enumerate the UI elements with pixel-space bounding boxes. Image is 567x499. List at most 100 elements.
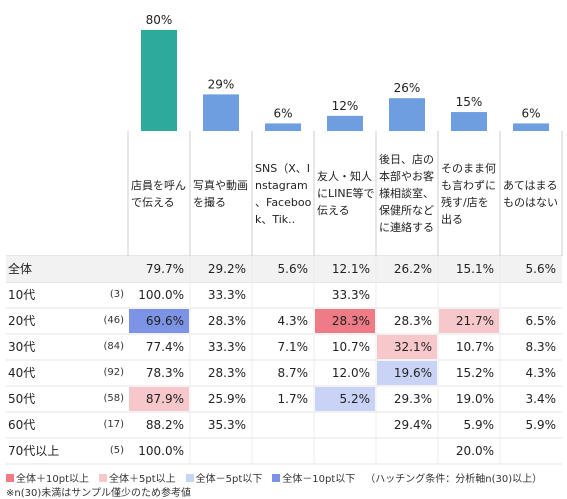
total-value-6: 5.6% — [525, 262, 557, 276]
cell-value-4-6: 3.4% — [525, 392, 557, 406]
cell-value-5-1: 35.3% — [207, 418, 246, 432]
cell-value-4-2: 1.7% — [277, 392, 309, 406]
highlight-cell — [315, 309, 375, 333]
cell-value-3-1: 28.3% — [207, 366, 246, 380]
highlight-cell — [439, 309, 499, 333]
row-label-5: 60代 — [8, 418, 36, 432]
legend-item-minus10: 全体－10pt以下 — [272, 474, 355, 485]
category-header-1: 写真や動画 を撮る — [190, 173, 252, 215]
bar-value-label-0: 80% — [146, 13, 173, 27]
highlight-cell — [315, 387, 375, 411]
total-value-2: 5.6% — [277, 262, 309, 276]
cell-value-3-0: 78.3% — [145, 366, 184, 380]
row-n-3: (92) — [103, 367, 124, 378]
category-header-line: nstagram — [255, 178, 308, 192]
category-header-line: 写真や動画 — [193, 178, 248, 192]
category-header-line: 店員を呼ん — [131, 178, 186, 192]
cell-value-6-0: 100.0% — [138, 444, 184, 458]
bar-value-label-6: 6% — [521, 106, 540, 120]
row-label-1: 20代 — [8, 314, 36, 328]
total-value-4: 26.2% — [393, 262, 432, 276]
row-n-1: (46) — [103, 315, 124, 326]
total-value-3: 12.1% — [331, 262, 370, 276]
sample-note: ※n(30)未満はサンプル僅少のため参考値 — [6, 488, 191, 499]
category-header-line: あてはまる — [503, 178, 558, 192]
cell-value-4-5: 19.0% — [455, 392, 494, 406]
cell-value-2-2: 7.1% — [277, 340, 309, 354]
cell-value-5-0: 88.2% — [145, 418, 184, 432]
total-value-5: 15.1% — [455, 262, 494, 276]
cell-value-3-6: 4.3% — [525, 366, 557, 380]
cell-value-2-5: 10.7% — [455, 340, 494, 354]
cell-value-1-2: 4.3% — [277, 314, 309, 328]
cell-value-5-2 — [252, 412, 314, 438]
legend-item-plus10: 全体＋10pt以上 — [6, 474, 89, 485]
cell-value-5-4: 29.4% — [393, 418, 432, 432]
cell-value-3-3: 12.0% — [331, 366, 370, 380]
highlight-cell — [129, 309, 189, 333]
row-n-0: (3) — [109, 289, 124, 300]
category-header-5: そのまま何も言わずに残す/店を出る — [438, 156, 500, 232]
cell-value-6-4 — [376, 438, 438, 464]
bar-value-label-4: 26% — [394, 81, 421, 95]
legend-label: 全体－5pt以下 — [195, 474, 263, 485]
category-header-line: 様相談室、 — [379, 187, 434, 200]
cell-value-2-0: 77.4% — [145, 340, 184, 354]
legend-swatch — [272, 474, 281, 482]
category-header-4: 後日、店の 本部やお客 様相談室、 保健所など に連絡する — [376, 147, 438, 240]
category-header-line: 残す/店を — [441, 195, 489, 209]
cell-value-5-5: 5.9% — [463, 418, 495, 432]
category-header-line: 本部やお客 — [379, 170, 434, 183]
legend-item-plus5: 全体＋5pt以上 — [99, 474, 176, 485]
category-header-3: 友人・知人 にLINE等で 伝える — [314, 164, 376, 223]
highlight-cell — [129, 387, 189, 411]
cell-value-2-4: 32.1% — [393, 340, 432, 354]
category-header-line: 後日、店の — [379, 153, 434, 166]
category-header-line: そのまま何 — [441, 161, 496, 175]
cell-value-3-2: 8.7% — [277, 366, 309, 380]
cell-value-0-3: 33.3% — [331, 288, 370, 302]
bar-3 — [327, 115, 363, 131]
bar-5 — [451, 112, 487, 131]
cell-value-4-4: 29.3% — [393, 392, 432, 406]
cell-value-6-6 — [500, 438, 562, 464]
cell-value-2-6: 8.3% — [525, 340, 557, 354]
cell-value-4-1: 25.9% — [207, 392, 246, 406]
total-row-label: 全体 — [8, 262, 33, 276]
legend-swatch — [99, 474, 107, 482]
category-header-line: k、Tik.. — [255, 212, 296, 226]
legend-swatch — [185, 474, 194, 482]
highlight-cell — [377, 335, 437, 359]
bar-value-label-3: 12% — [332, 99, 359, 113]
legend-swatch — [6, 474, 14, 482]
cell-value-0-6 — [500, 282, 562, 308]
row-label-2: 30代 — [8, 340, 36, 354]
cell-value-6-1 — [190, 438, 252, 464]
cell-value-0-0: 100.0% — [138, 288, 184, 302]
category-header-line: にLINE等で — [317, 187, 375, 200]
row-label-0: 10代 — [8, 288, 36, 302]
row-label-4: 50代 — [8, 392, 36, 406]
category-header-0: 店員を呼ん で伝える — [128, 173, 190, 215]
legend-item-minus5: 全体－5pt以下 — [185, 474, 263, 485]
legend-label: 全体－10pt以下 — [282, 474, 356, 485]
cell-value-0-2 — [252, 282, 314, 308]
category-header-line: も言わずに — [441, 178, 496, 192]
cell-value-2-3: 10.7% — [331, 340, 370, 354]
bar-value-label-5: 15% — [456, 95, 483, 109]
bar-value-label-1: 29% — [208, 77, 235, 91]
cell-value-3-4: 19.6% — [393, 366, 432, 380]
legend: 全体＋10pt以上 全体＋5pt以上 全体－5pt以下 全体－10pt以下 （ハッチング… — [6, 470, 542, 485]
cell-value-1-0: 69.6% — [145, 314, 184, 328]
bar-2 — [265, 123, 301, 131]
bar-1 — [203, 94, 239, 131]
category-header-2: SNS（X、I nstagram 、Faceboo k、Tik.. — [252, 156, 314, 232]
total-value-1: 29.2% — [207, 262, 246, 276]
category-header-line: 出る — [441, 212, 463, 226]
cell-value-1-3: 28.3% — [331, 314, 370, 328]
row-n-4: (58) — [103, 393, 124, 404]
cell-value-6-5: 20.0% — [455, 444, 494, 458]
row-n-2: (84) — [103, 341, 124, 352]
category-header-line: に連絡する — [379, 221, 434, 234]
